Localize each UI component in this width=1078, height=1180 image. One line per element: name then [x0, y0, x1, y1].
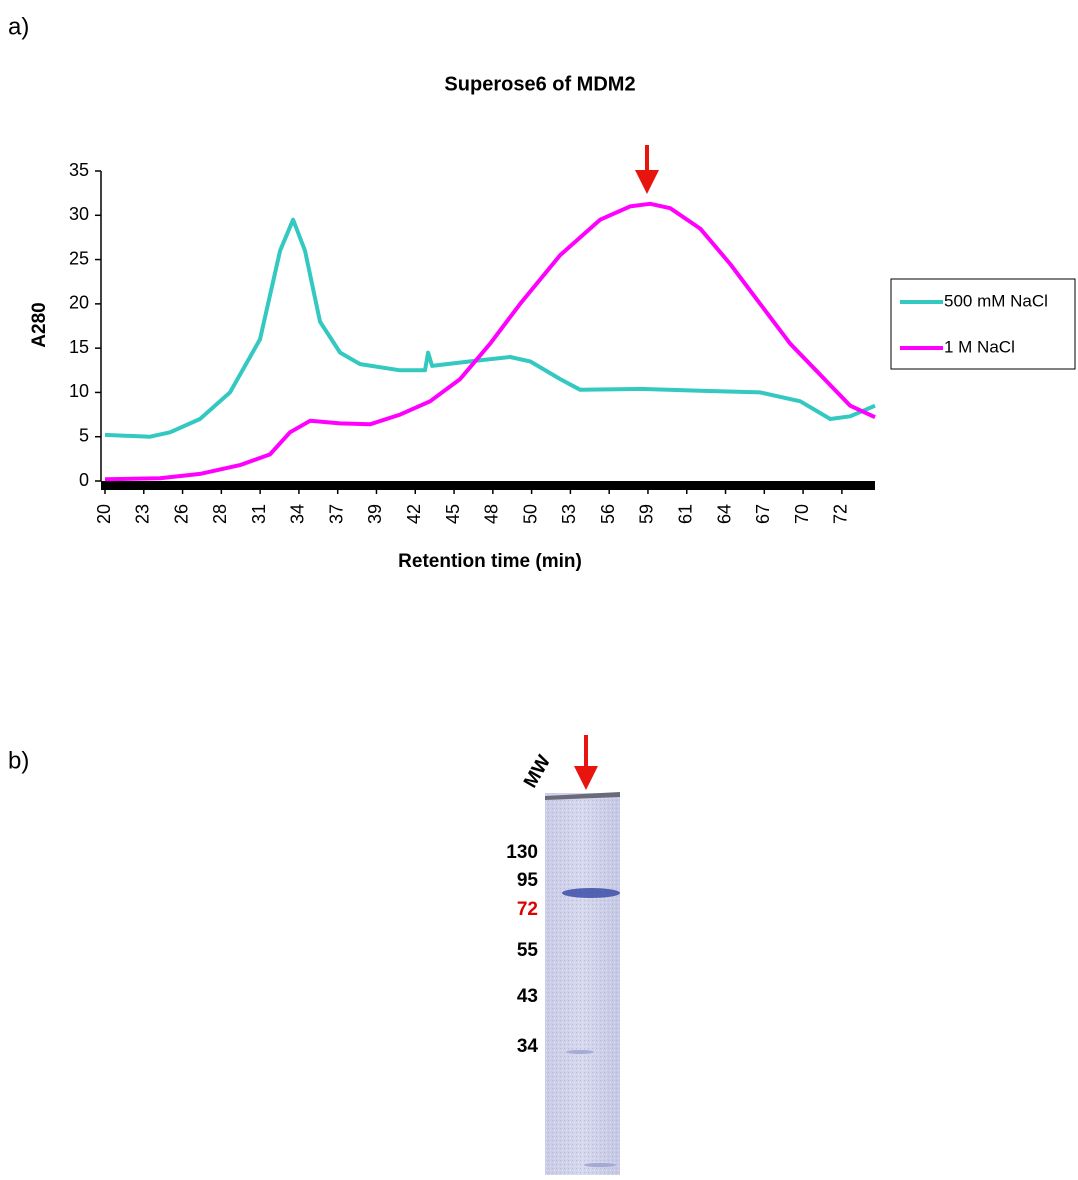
y-axis-label: A280 [29, 302, 50, 347]
y-tick-label: 35 [69, 160, 89, 180]
legend-label: 1 M NaCl [944, 337, 1015, 356]
gel-header: MW [520, 752, 555, 792]
x-tick-label: 20 [94, 504, 114, 524]
x-tick-label: 70 [792, 504, 812, 524]
y-tick-label: 30 [69, 204, 89, 224]
x-tick-label: 53 [559, 504, 579, 524]
panel-label: b) [8, 747, 29, 774]
gel: MW 130 95 72 55 43 34 [506, 735, 620, 1175]
x-axis [101, 481, 875, 490]
x-axis-label: Retention time (min) [398, 551, 582, 572]
mw-marker: 130 [506, 842, 538, 863]
x-tick-label: 39 [365, 504, 385, 524]
x-tick-label: 72 [831, 504, 851, 524]
series-line [105, 220, 875, 437]
x-tick-label: 67 [753, 504, 773, 524]
panel-label: a) [8, 13, 29, 40]
x-tick-label: 28 [210, 504, 230, 524]
page: {"panel_labels": ["a)", "b)"], "chart_da… [0, 0, 1078, 1175]
mw-marker: 43 [517, 986, 538, 1007]
x-tick-label: 48 [482, 504, 502, 524]
chart-title: Superose6 of MDM2 [444, 73, 635, 95]
x-tick-label: 37 [326, 504, 346, 524]
x-tick-label: 23 [133, 504, 153, 524]
series-line [105, 204, 875, 479]
y-tick-label: 20 [69, 293, 89, 313]
x-tick-label: 42 [404, 504, 424, 524]
y-tick-label: 0 [79, 470, 89, 490]
y-tick-label: 5 [79, 425, 89, 445]
x-tick-label: 31 [249, 504, 269, 524]
mw-marker: 34 [517, 1036, 539, 1057]
mw-marker: 72 [517, 899, 538, 920]
y-tick-label: 15 [69, 337, 89, 357]
x-tick-label: 45 [443, 504, 463, 524]
x-tick-label: 50 [520, 504, 540, 524]
y-tick-label: 10 [69, 381, 89, 401]
gel-faint-band [566, 1050, 594, 1054]
mw-marker: 95 [517, 870, 539, 891]
legend-label: 500 mM NaCl [944, 291, 1048, 310]
x-tick-label: 61 [675, 504, 695, 524]
gel-band [562, 888, 620, 898]
figure: a) b) Superose6 of MDM2 A280 Retention t… [0, 0, 1078, 1175]
x-tick-label: 64 [714, 504, 734, 524]
plot: 0 5 10 15 20 25 30 35 20 23 26 28 31 34 37 39 42 45 48 50 53… [69, 160, 875, 524]
x-tick-label: 26 [171, 504, 191, 524]
legend: 500 mM NaCl 1 M NaCl [891, 279, 1075, 369]
x-tick-label: 56 [598, 504, 618, 524]
x-tick-label: 59 [637, 504, 657, 524]
gel-faint-band [584, 1163, 616, 1167]
x-tick-label: 34 [288, 504, 308, 524]
y-tick-label: 25 [69, 248, 89, 268]
gel-texture [545, 793, 620, 1175]
mw-marker: 55 [517, 940, 539, 961]
